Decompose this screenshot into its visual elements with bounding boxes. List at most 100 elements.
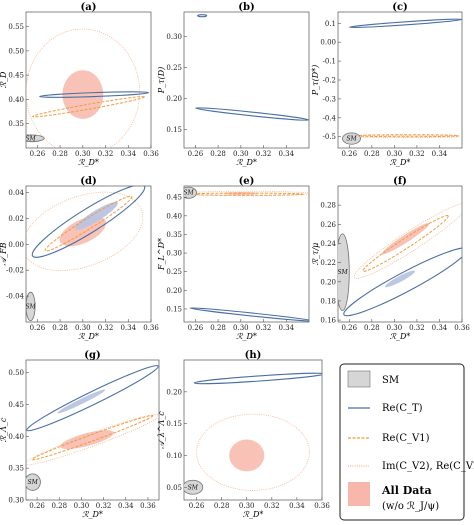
region-re-ct [31,186,146,258]
y-tick-label: -0.4 [323,114,337,122]
region-all-data [229,439,265,472]
x-axis-label: ℛ_D* [390,332,411,341]
y-tick-label: 0.25 [166,64,182,72]
y-tick-label: 0.40 [8,433,24,441]
panel-label: (c) [392,2,408,13]
panel-c: SM 0.26 0.28 0.30 0.32 0.34 -0.5 -0.4 -0.3 -0.2 -0… [311,2,463,167]
sm-label: SM [183,190,194,197]
x-tick-label: 0.26 [341,324,357,332]
x-tick-label: 0.30 [74,502,90,510]
y-tick-label: 0.40 [8,96,24,104]
y-tick-label: 0.00 [320,39,336,47]
panel-label: (e) [239,176,255,187]
x-tick-label: 0.34 [118,502,134,510]
y-tick-label: 0.20 [166,388,182,396]
panel-b: 0.26 0.28 0.30 0.32 0.34 0.15 0.20 0.25 0.30 (b) ℛ… [157,2,310,167]
y-tick-label: 0.16 [320,317,336,325]
y-tick-label: 0.30 [166,33,182,41]
y-tick-label: 0.20 [166,287,182,295]
plot-area: SM [25,28,150,148]
x-axis-label: ℛ_D* [82,510,103,519]
x-tick-label: 0.28 [364,324,380,332]
x-axis-label: ℛ_D* [243,510,264,519]
x-tick-label: 0.34 [432,150,448,158]
x-axis-label: ℛ_D* [390,158,411,167]
region-re-ct [39,91,150,98]
x-tick-label: 0.34 [120,150,136,158]
region-im-cv2 [353,202,462,279]
panel-h: SM 0.26 0.28 0.30 0.32 0.34 0.36 0.05 0.10 0.15 0.… [157,350,330,519]
legend-item-re-cv1: Re(C_V1) [348,433,430,444]
region-re-ct [195,107,309,121]
plot-area: SM [183,186,309,322]
region-re-cv1 [44,195,133,252]
x-tick-label: 0.32 [256,150,272,158]
x-tick-label: 0.32 [256,324,272,332]
legend-swatch [347,370,371,388]
y-tick-label: 0.18 [320,297,336,305]
legend-item-im-cv2: Im(C_V2), Re(C_V2) [348,461,474,472]
panel-e: SM 0.26 0.28 0.30 0.32 0.34 0.15 0.20 0.25 0.30 0.… [157,176,310,341]
x-tick-label: 0.26 [341,150,357,158]
y-tick-label: -0.3 [323,95,337,103]
legend-item-re-ct: Re(C_T) [348,403,423,414]
y-tick-label: 0.45 [8,401,24,409]
y-tick-label: 0.28 [320,202,336,210]
legend-label: Im(C_V2), Re(C_V2) [382,461,474,472]
legend: SM Re(C_T) Re(C_V1) Im(C_V2), Re(C_V2) All D… [339,363,474,521]
y-tick-label: 0.35 [166,231,182,239]
plot-area [195,14,309,121]
y-tick-label: 0.04 [8,189,24,197]
panel-label: (f) [393,176,407,187]
x-tick-label: 0.30 [387,150,403,158]
x-tick-label: 0.34 [278,150,294,158]
plot-frame [183,185,310,323]
y-tick-label: 0.26 [320,221,336,229]
x-tick-label: 0.28 [52,324,68,332]
legend-sublabel: (w/o ℛ_J/ψ) [382,501,439,512]
y-axis-label: ℛ_τ/μ [311,243,320,266]
y-axis-label: P_τ(D*) [311,65,320,96]
region-im-cv2 [26,191,144,271]
y-tick-label: 0.20 [166,95,182,103]
legend-item-all-data: All Data (w/o ℛ_J/ψ) [348,482,439,512]
sm-label: SM [25,303,36,310]
x-tick-label: 0.30 [233,150,249,158]
legend-label: SM [382,375,399,386]
x-tick-label: 0.30 [75,150,91,158]
y-axis-label: P_τ(D) [157,67,166,94]
region-sm [26,134,45,143]
plot-frame [183,11,310,149]
sm-label: SM [25,135,36,142]
y-tick-label: -0.02 [6,267,24,275]
region-sm [184,186,197,199]
panel-a: SM 0.26 0.28 0.30 0.32 0.34 0.36 0.35 0.40 0.45 0.… [0,2,159,167]
y-tick-label: 0.35 [8,465,24,473]
plot-area: SM [26,365,159,491]
y-tick-label: 0.24 [320,240,336,248]
region-re-ct [197,14,208,18]
x-tick-label: 0.26 [30,150,46,158]
y-axis-label: ℛ_Λ_c [0,417,8,442]
plot-area: SM [342,18,462,145]
region-ct-fill [57,389,106,414]
y-tick-label: 0.15 [166,420,182,428]
y-tick-label: 0.30 [166,250,182,258]
y-tick-label: -0.04 [6,293,24,301]
legend-label: All Data [381,484,432,497]
x-tick-label: 0.28 [210,150,226,158]
x-tick-label: 0.28 [51,502,67,510]
y-tick-label: -0.5 [323,133,337,141]
region-sm [342,132,361,145]
x-tick-label: 0.26 [188,324,204,332]
y-tick-label: 0.50 [8,369,24,377]
x-tick-label: 0.36 [314,502,330,510]
plot-area: SM [184,372,322,495]
x-tick-label: 0.32 [98,150,114,158]
y-tick-label: 0.02 [8,215,24,223]
panel-f: SM 0.26 0.28 0.30 0.32 0.34 0.36 0.16 0.18 0.20 0.… [311,176,470,341]
plot-frame [337,11,463,149]
y-tick-label: 0.25 [166,268,182,276]
region-re-ct [343,247,462,317]
region-sm [26,291,36,322]
